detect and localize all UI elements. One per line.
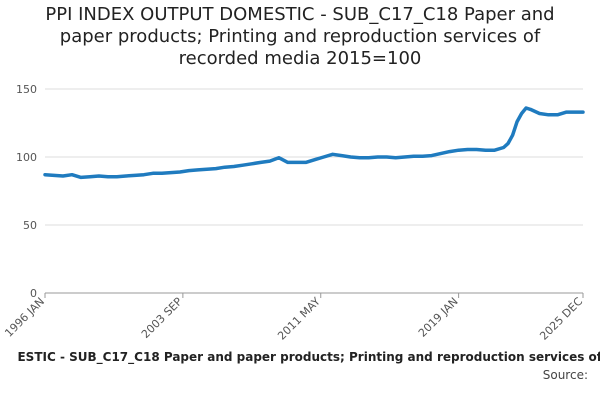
series-legend-label: ESTIC - SUB_C17_C18 Paper and paper prod… bbox=[17, 350, 600, 364]
y-tick-label: 100 bbox=[16, 151, 37, 164]
chart-title-line-1: PPI INDEX OUTPUT DOMESTIC - SUB_C17_C18 … bbox=[45, 4, 555, 25]
x-tick-label: 2025 DEC bbox=[537, 295, 585, 343]
chart-title: PPI INDEX OUTPUT DOMESTIC - SUB_C17_C18 … bbox=[0, 4, 600, 70]
y-tick-label: 0 bbox=[30, 287, 37, 300]
y-tick-label: 50 bbox=[23, 219, 37, 232]
source-label: Source: bbox=[542, 368, 588, 382]
chart-title-line-3: recorded media 2015=100 bbox=[178, 48, 422, 69]
chart-footer: ESTIC - SUB_C17_C18 Paper and paper prod… bbox=[0, 350, 600, 390]
series-line-1 bbox=[43, 106, 585, 180]
x-tick-label: 2019 JAN bbox=[416, 295, 461, 340]
x-tick-label: 2011 MAY bbox=[275, 295, 323, 343]
line-chart: 0 50 100 150 1996 JAN 2003 SEP 2011 MAY 2019 JA… bbox=[2, 83, 585, 343]
x-tick-label: 2003 SEP bbox=[139, 295, 185, 341]
x-tick-label: 1996 JAN bbox=[2, 295, 47, 340]
chart-title-line-2: paper products; Printing and reproductio… bbox=[59, 26, 541, 47]
y-tick-label: 150 bbox=[16, 83, 37, 96]
